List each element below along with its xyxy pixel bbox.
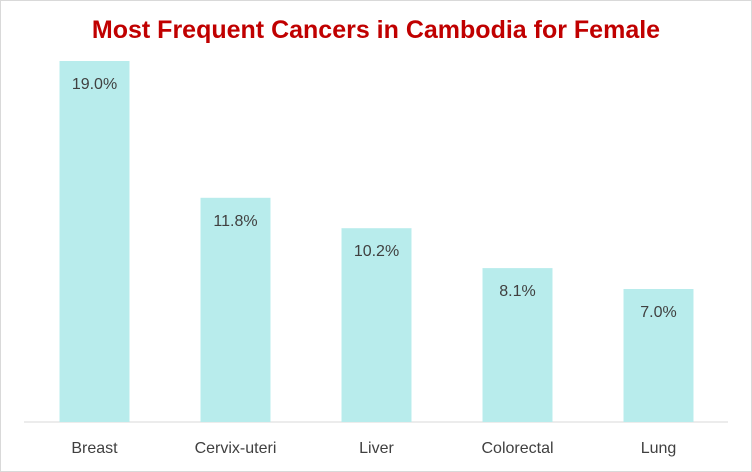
bar-colorectal bbox=[482, 268, 553, 422]
x-tick-label-lung: Lung bbox=[641, 440, 677, 457]
data-label-breast: 19.0% bbox=[72, 76, 117, 93]
chart-title: Most Frequent Cancers in Cambodia for Fe… bbox=[91, 16, 661, 44]
data-label-lung: 7.0% bbox=[640, 304, 676, 321]
bar-lung bbox=[623, 289, 694, 422]
data-label-colorectal: 8.1% bbox=[499, 283, 535, 300]
x-tick-label-colorectal: Colorectal bbox=[481, 440, 553, 457]
data-label-cervix-uteri: 11.8% bbox=[213, 213, 257, 230]
data-label-liver: 10.2% bbox=[354, 243, 399, 260]
x-tick-label-liver: Liver bbox=[359, 440, 394, 457]
x-tick-label-cervix-uteri: Cervix-uteri bbox=[195, 440, 277, 457]
bar-breast bbox=[59, 61, 130, 422]
x-tick-label-breast: Breast bbox=[71, 440, 118, 457]
bar-cervix-uteri bbox=[200, 197, 271, 422]
bar-liver bbox=[341, 228, 412, 422]
